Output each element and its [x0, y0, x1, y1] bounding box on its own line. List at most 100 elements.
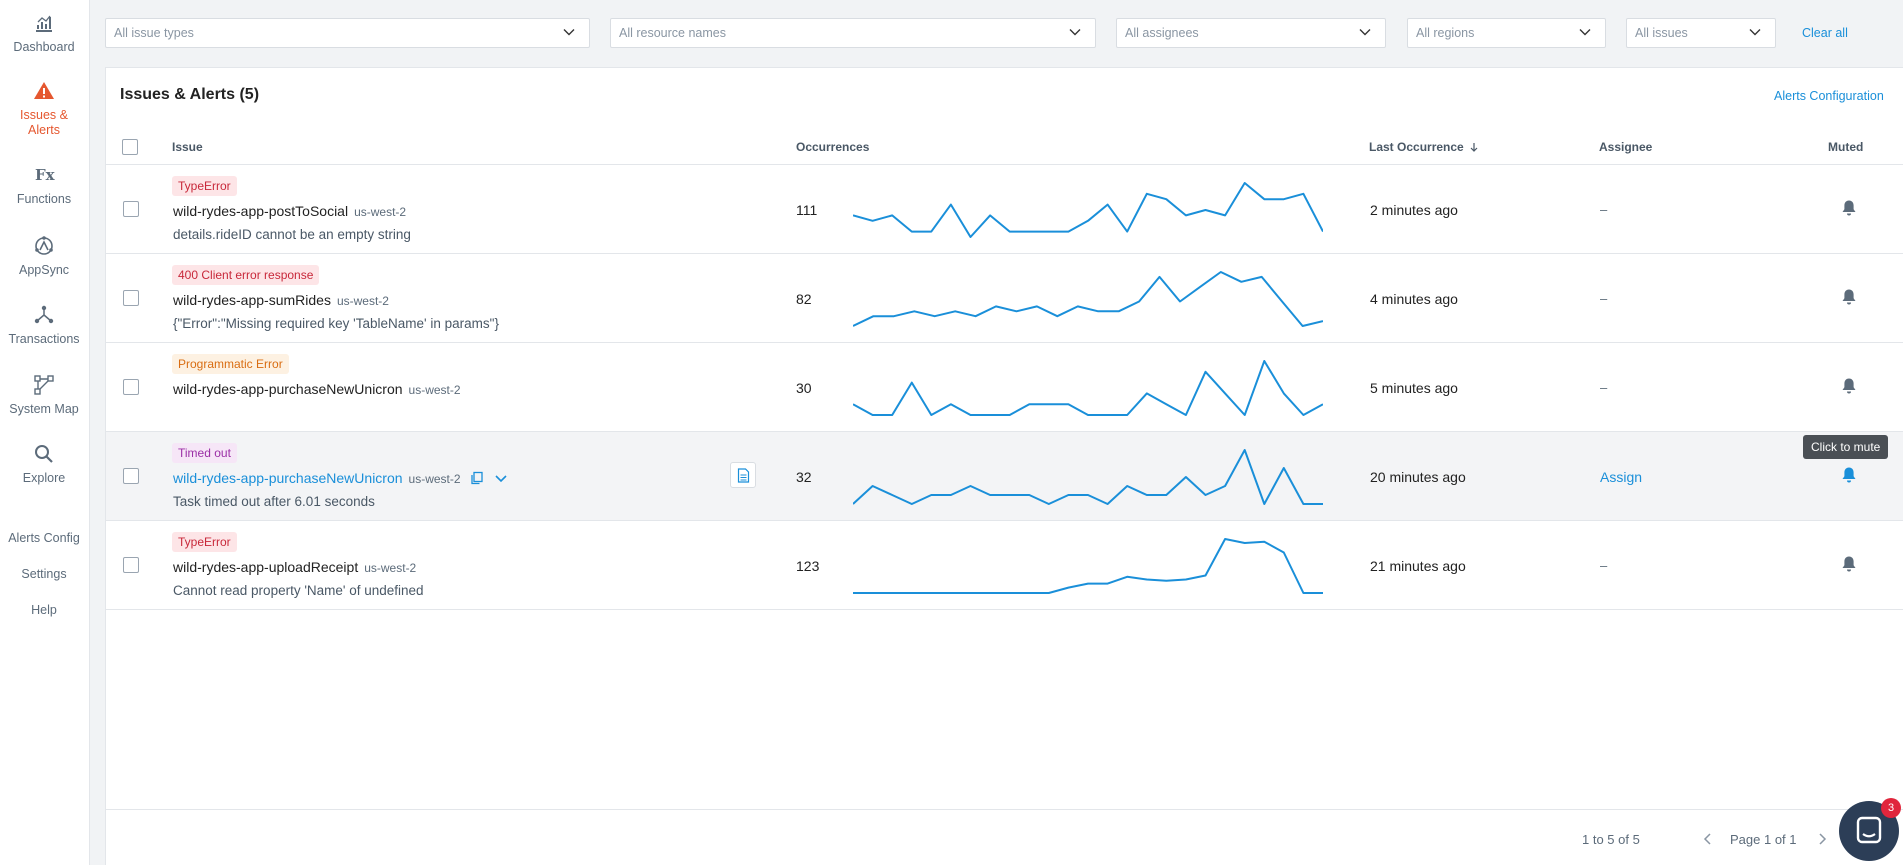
region-label: us-west-2: [408, 472, 461, 486]
notification-badge: 3: [1881, 798, 1901, 818]
sidebar-link-alerts-config[interactable]: Alerts Config: [8, 531, 80, 545]
assignee-value: –: [1600, 202, 1608, 217]
error-type-badge: TypeError: [172, 176, 237, 196]
last-occurrence: 21 minutes ago: [1370, 558, 1466, 574]
occurrence-sparkline: [853, 538, 1323, 594]
table-row[interactable]: TypeError wild-rydes-app-uploadReceipt us…: [106, 521, 1903, 610]
filter-value: All regions: [1416, 26, 1475, 40]
row-checkbox[interactable]: [123, 468, 139, 484]
row-checkbox[interactable]: [123, 201, 139, 217]
function-name-text: wild-rydes-app-purchaseNewUnicron: [173, 381, 403, 397]
table-row[interactable]: TypeError wild-rydes-app-postToSocial us-…: [106, 165, 1903, 254]
chevron-left-icon[interactable]: [1702, 832, 1714, 846]
chevron-down-icon: [1749, 29, 1761, 36]
sparkline-series: [853, 360, 1323, 416]
assignee-filter[interactable]: All assignees: [1116, 18, 1386, 48]
appsync-icon: [35, 236, 53, 255]
sidebar-item-label: Functions: [16, 192, 72, 206]
sidebar-item-appsync[interactable]: AppSync: [0, 235, 88, 278]
function-name: wild-rydes-app-postToSocial us-west-2: [173, 203, 406, 219]
last-occurrence: 20 minutes ago: [1370, 469, 1466, 485]
alerts-configuration-link[interactable]: Alerts Configuration: [1774, 89, 1884, 103]
occurrence-sparkline: [853, 360, 1323, 416]
issue-status-filter[interactable]: All issues: [1626, 18, 1776, 48]
sidebar-item-transactions[interactable]: Transactions: [0, 304, 88, 347]
bell-icon[interactable]: [1841, 199, 1857, 217]
sidebar-item-dashboard[interactable]: Dashboard: [0, 12, 88, 55]
function-name-link[interactable]: wild-rydes-app-purchaseNewUnicron us-west…: [173, 470, 508, 486]
bell-icon[interactable]: [1841, 466, 1857, 484]
table-row[interactable]: 400 Client error response wild-rydes-app…: [106, 254, 1903, 343]
last-occurrence: 5 minutes ago: [1370, 380, 1458, 396]
column-assignee: Assignee: [1599, 140, 1653, 154]
chevron-down-icon[interactable]: [494, 471, 508, 485]
last-occurrence: 2 minutes ago: [1370, 202, 1458, 218]
region-label: us-west-2: [408, 383, 461, 397]
column-last-occurrence[interactable]: Last Occurrence: [1369, 140, 1479, 154]
system-map-icon: [34, 375, 54, 395]
error-message: Cannot read property 'Name' of undefined: [173, 583, 424, 598]
sparkline-series: [853, 538, 1323, 594]
chevron-down-icon: [1069, 29, 1081, 36]
error-type-badge: Programmatic Error: [172, 354, 289, 374]
sidebar-item-explore[interactable]: Explore: [0, 443, 88, 486]
function-name-text: wild-rydes-app-postToSocial: [173, 203, 349, 219]
chevron-right-icon[interactable]: [1816, 832, 1828, 846]
clear-all-button[interactable]: Clear all: [1802, 26, 1848, 40]
bell-icon[interactable]: [1841, 555, 1857, 573]
sparkline-series: [853, 449, 1323, 505]
function-name-text: wild-rydes-app-purchaseNewUnicron: [173, 470, 403, 486]
function-name: wild-rydes-app-purchaseNewUnicron us-west…: [173, 381, 461, 397]
sidebar: Dashboard Issues & Alerts Fx Functions A…: [0, 0, 90, 865]
region-filter[interactable]: All regions: [1407, 18, 1606, 48]
sidebar-link-settings[interactable]: Settings: [21, 567, 67, 581]
assignee-value: –: [1600, 291, 1608, 306]
occurrence-count: 111: [796, 202, 818, 218]
table-row[interactable]: Timed out wild-rydes-app-purchaseNewUnic…: [106, 432, 1903, 521]
select-all-checkbox[interactable]: [122, 139, 138, 155]
issues-panel: Issues & Alerts (5) Alerts Configuration…: [105, 67, 1903, 865]
sidebar-link-help[interactable]: Help: [31, 603, 57, 617]
copy-icon[interactable]: [470, 471, 484, 485]
occurrence-count: 123: [796, 558, 820, 574]
row-checkbox[interactable]: [123, 557, 139, 573]
region-label: us-west-2: [336, 294, 389, 308]
last-occurrence: 4 minutes ago: [1370, 291, 1458, 307]
assignee-value: –: [1600, 558, 1608, 573]
issue-type-filter[interactable]: All issue types: [105, 18, 590, 48]
sidebar-item-label: System Map: [9, 402, 79, 416]
column-label: Last Occurrence: [1369, 140, 1464, 154]
error-type-badge: Timed out: [172, 443, 237, 463]
view-logs-button[interactable]: [730, 462, 756, 488]
bell-icon[interactable]: [1841, 288, 1857, 306]
region-label: us-west-2: [354, 205, 407, 219]
assignee-value: –: [1600, 380, 1608, 395]
sidebar-item-label: Dashboard: [13, 40, 75, 54]
bell-icon[interactable]: [1841, 377, 1857, 395]
row-checkbox[interactable]: [123, 290, 139, 306]
sidebar-item-issues-alerts[interactable]: Issues & Alerts: [0, 80, 88, 138]
occurrence-count: 82: [796, 291, 812, 307]
sidebar-item-functions[interactable]: Fx Functions: [0, 164, 88, 207]
sidebar-item-system-map[interactable]: System Map: [0, 374, 88, 417]
chevron-down-icon: [563, 29, 575, 36]
function-name-text: wild-rydes-app-sumRides: [173, 292, 331, 308]
row-checkbox[interactable]: [123, 379, 139, 395]
sparkline-series: [853, 271, 1323, 327]
filter-value: All resource names: [619, 26, 726, 40]
sidebar-item-label: Transactions: [8, 332, 80, 346]
warning-icon: [34, 82, 54, 99]
sidebar-item-label: AppSync: [18, 263, 70, 277]
dashboard-icon: [36, 15, 52, 32]
occurrence-sparkline: [853, 271, 1323, 327]
assign-button[interactable]: Assign: [1600, 469, 1643, 485]
svg-text:Fx: Fx: [35, 166, 55, 184]
table-row[interactable]: Programmatic Error wild-rydes-app-purcha…: [106, 343, 1903, 432]
filter-value: All issue types: [114, 26, 194, 40]
mute-tooltip: Click to mute: [1803, 435, 1889, 459]
transactions-icon: [34, 305, 54, 324]
search-icon: [35, 445, 53, 463]
occurrence-sparkline: [853, 182, 1323, 238]
column-issue: Issue: [172, 140, 203, 154]
resource-name-filter[interactable]: All resource names: [610, 18, 1096, 48]
